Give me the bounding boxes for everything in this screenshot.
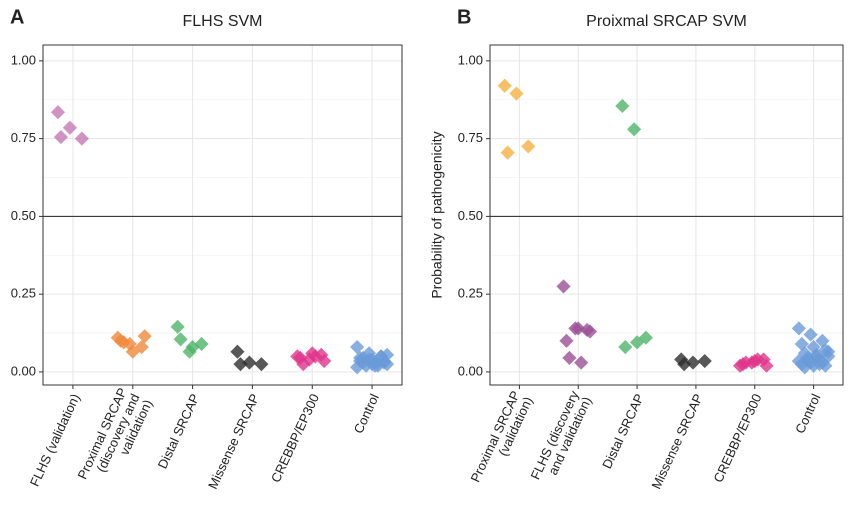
panel-label: A	[10, 6, 24, 28]
x-tick-label: Control	[351, 391, 382, 435]
point	[350, 339, 365, 355]
point	[379, 347, 395, 362]
x-tick-label-line: Control	[792, 391, 823, 435]
point	[627, 122, 642, 137]
point	[170, 319, 185, 334]
x-tick-label: CREBBP/EP300	[268, 391, 322, 484]
panel: 0.00 0.25 0.50 0.75 1.00 Proximal SRCAP(valid…	[429, 6, 844, 491]
x-tick-label-line: Control	[351, 391, 382, 435]
x-tick-label-line: Distal SRCAP	[599, 391, 647, 471]
point	[242, 355, 257, 370]
point	[556, 279, 571, 294]
plot-area	[490, 45, 843, 385]
point	[738, 355, 753, 370]
x-tick-label-line: Missense SRCAP	[205, 391, 262, 491]
point	[574, 355, 589, 370]
x-tick-label: Distal SRCAP	[599, 391, 647, 471]
x-tick-label: Missense SRCAP	[205, 391, 262, 491]
point	[630, 335, 645, 350]
point	[618, 339, 633, 355]
x-tick-label-line: CREBBP/EP300	[268, 391, 322, 484]
point	[559, 333, 574, 348]
point	[677, 357, 692, 372]
point	[497, 78, 512, 93]
y-tick-label: 1.00	[11, 52, 36, 67]
point	[125, 344, 140, 359]
x-tick-label: CREBBP/EP300	[710, 391, 764, 484]
point	[750, 352, 765, 367]
point	[697, 353, 712, 369]
y-tick-label: 1.00	[458, 52, 483, 67]
point	[137, 329, 152, 344]
point	[562, 350, 577, 366]
y-tick-label: 0.25	[11, 286, 36, 301]
point	[368, 358, 383, 373]
point	[233, 357, 248, 372]
y-tick-label: 0.75	[458, 130, 483, 145]
point	[571, 321, 586, 336]
y-axis-label: Probability of pathogenicity	[429, 131, 445, 298]
plot-area	[43, 45, 402, 385]
y-tick-label: 0.00	[11, 363, 36, 378]
point	[791, 321, 806, 336]
point	[230, 344, 245, 359]
point	[185, 339, 200, 355]
point	[759, 358, 774, 373]
point	[116, 335, 131, 350]
plot-border	[42, 44, 403, 386]
chart-title: FLHS SVM	[182, 13, 262, 30]
y-tick-label: 0.75	[11, 130, 36, 145]
y-tick-label: 0.50	[458, 208, 483, 223]
point	[803, 327, 818, 342]
x-tick-label-line: Missense SRCAP	[648, 391, 705, 491]
x-tick-label: Missense SRCAP	[648, 391, 705, 491]
x-tick-label: Distal SRCAP	[155, 391, 203, 471]
point	[615, 98, 630, 114]
point	[685, 355, 701, 370]
point	[173, 332, 188, 347]
point	[800, 353, 815, 369]
y-tick-label: 0.00	[458, 363, 483, 378]
point	[356, 350, 371, 366]
y-tick-label: 0.50	[11, 208, 36, 223]
point	[821, 344, 836, 359]
point	[500, 145, 515, 160]
chart-title: Proixmal SRCAP SVM	[586, 13, 747, 30]
x-tick-label: Proximal SRCAP(validation)	[467, 388, 535, 484]
point	[812, 357, 827, 372]
point	[254, 357, 269, 372]
panel-label: B	[457, 6, 471, 28]
point	[521, 139, 536, 154]
y-tick-label: 0.25	[458, 286, 483, 301]
point	[296, 357, 311, 372]
x-tick-label: Control	[792, 391, 823, 435]
point	[308, 349, 323, 364]
point	[582, 324, 598, 339]
plot-border	[489, 44, 844, 386]
x-tick-label-line: Distal SRCAP	[155, 391, 203, 471]
x-tick-label-line: CREBBP/EP300	[710, 391, 764, 484]
